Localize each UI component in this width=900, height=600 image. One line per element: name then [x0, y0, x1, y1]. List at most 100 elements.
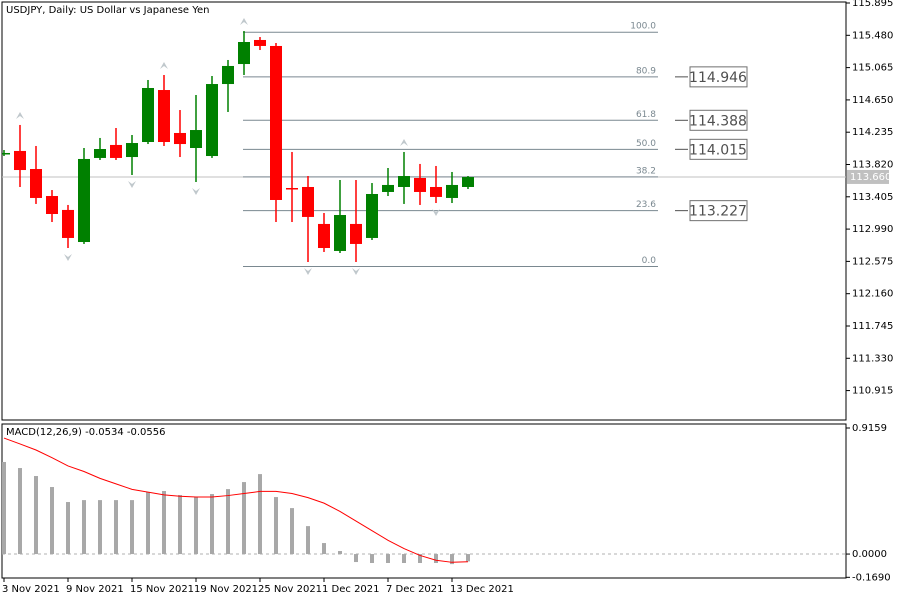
fib-label: 38.2: [636, 166, 656, 176]
macd-bar: [226, 489, 230, 555]
macd-bar: [146, 491, 150, 555]
last-price-box: [847, 169, 889, 184]
macd-panel: [1, 423, 847, 579]
macd-bar: [210, 494, 214, 555]
macd-bar: [274, 497, 278, 555]
fib-price: 114.946: [689, 70, 747, 86]
macd-bar: [290, 508, 294, 555]
macd-bar: [98, 500, 102, 555]
fractal-down: [304, 268, 312, 276]
y-tick-label: 111.745: [852, 321, 893, 332]
candle-body: [206, 84, 218, 157]
candle-body: [110, 144, 122, 158]
y-tick-label: 112.160: [852, 289, 893, 300]
macd-bar: [242, 482, 246, 555]
fractal-up: [16, 111, 24, 119]
candle-body: [462, 177, 474, 187]
macd-bar: [450, 554, 454, 565]
macd-bar: [178, 495, 182, 555]
y-tick-label: 0.9159: [852, 423, 887, 434]
fib-box: [689, 66, 748, 88]
macd-bar: [386, 554, 390, 563]
x-tick-label: 15 Nov 2021: [130, 584, 194, 595]
candle-body: [62, 209, 74, 238]
candle-body: [446, 184, 458, 198]
candle-body: [286, 188, 298, 190]
y-tick-label: 110.915: [852, 386, 893, 397]
fib-label: 50.0: [636, 139, 656, 149]
candle-body: [366, 193, 378, 238]
candle-body: [238, 42, 250, 65]
macd-bar: [418, 554, 422, 563]
macd-bar: [194, 497, 198, 555]
fractal-down: [64, 254, 72, 262]
candle-body: [14, 150, 26, 171]
macd-bar: [322, 543, 326, 555]
x-tick-label: 19 Nov 2021: [194, 584, 258, 595]
main-plot: 100.0 80.9 114.946 61.8 114.388 50.0 114.015 38…: [2, 18, 846, 276]
candle-body: [46, 196, 58, 214]
fractal-up: [160, 62, 168, 70]
y-tick-label: 115.895: [852, 0, 893, 9]
y-tick-label: -0.1690: [852, 572, 891, 583]
x-tick-label: 25 Nov 2021: [258, 584, 322, 595]
y-tick-label: 115.065: [852, 63, 893, 74]
macd-plot: [2, 437, 846, 565]
fib-price: 114.388: [689, 113, 747, 129]
candle-body: [190, 130, 202, 149]
macd-bar: [114, 500, 118, 555]
candle-body: [2, 152, 10, 155]
candle-body: [398, 176, 410, 187]
macd-bar: [82, 500, 86, 555]
macd-bar: [338, 551, 342, 555]
y-tick-label: 113.820: [852, 159, 893, 170]
macd-bar: [66, 502, 70, 555]
x-tick-label: 3 Nov 2021: [2, 584, 60, 595]
x-tick-label: 9 Nov 2021: [66, 584, 124, 595]
last-price-label: 113.660: [850, 172, 891, 183]
x-tick-label: 13 Dec 2021: [450, 584, 514, 595]
macd-bar: [306, 526, 310, 555]
fib-label: 61.8: [636, 110, 656, 120]
macd-bar: [50, 487, 54, 555]
macd-bar: [18, 468, 22, 555]
y-tick-label: 115.480: [852, 30, 893, 41]
candle-body: [78, 158, 90, 243]
macd-bar: [370, 554, 374, 563]
candle-body: [174, 132, 186, 145]
main-panel: [1, 1, 847, 421]
macd-bar: [434, 554, 438, 563]
macd-bar: [258, 474, 262, 555]
y-tick-label: 114.235: [852, 127, 893, 138]
candle-body: [142, 87, 154, 143]
candle-body: [334, 215, 346, 251]
candle-body: [382, 184, 394, 192]
y-tick-label: 114.650: [852, 95, 893, 106]
y-tick-label: 112.990: [852, 224, 893, 235]
candle-body: [222, 65, 234, 85]
y-tick-label: 113.405: [852, 192, 893, 203]
fractal-down: [128, 181, 136, 189]
fractal-down: [432, 209, 440, 217]
macd-title: MACD(12,26,9) -0.0534 -0.0556: [6, 427, 166, 438]
fractal-down: [192, 188, 200, 196]
fib-label: 0.0: [642, 256, 657, 266]
fractal-up: [400, 138, 408, 146]
candle-body: [430, 186, 442, 197]
x-tick-label: 1 Dec 2021: [322, 584, 380, 595]
macd-bar: [466, 554, 470, 562]
fib-box: [689, 138, 748, 160]
fib-price: 113.227: [689, 204, 747, 220]
chart-title: USDJPY, Daily: US Dollar vs Japanese Yen: [6, 5, 210, 16]
fib-box: [689, 109, 748, 131]
candle-body: [126, 143, 138, 158]
macd-bar: [402, 554, 406, 563]
candle-body: [94, 149, 106, 158]
fib-label: 80.9: [636, 66, 656, 76]
macd-bar: [130, 500, 134, 555]
fib-price: 114.015: [689, 142, 747, 158]
fractal-down: [352, 268, 360, 276]
